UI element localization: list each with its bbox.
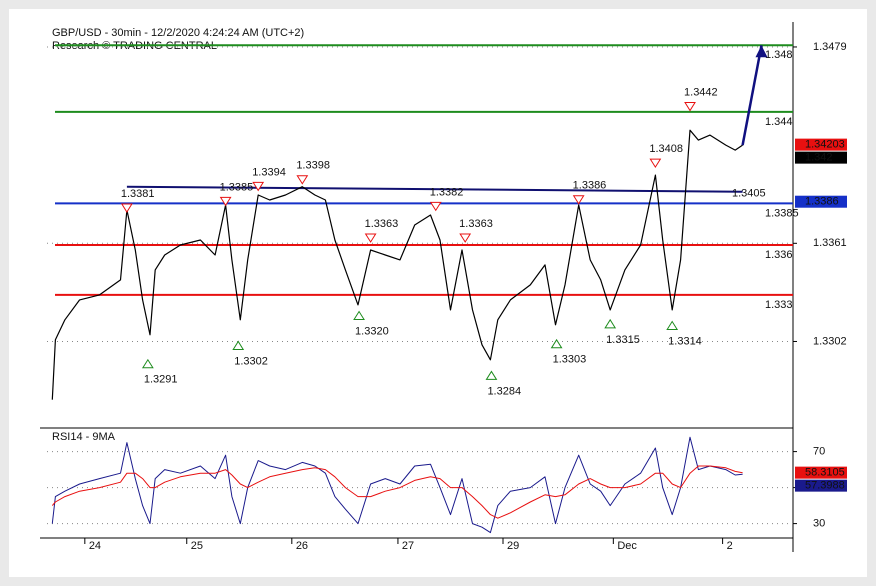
x-tick-label: Dec bbox=[617, 540, 637, 552]
high-marker bbox=[684, 102, 696, 112]
low-label: 1.3284 bbox=[487, 385, 521, 397]
level-label: 1.348 bbox=[765, 49, 793, 61]
price-line bbox=[51, 129, 743, 400]
chart-title: GBP/USD - 30min - 12/2/2020 4:24:24 AM (… bbox=[52, 27, 304, 39]
low-label: 1.3303 bbox=[553, 354, 587, 366]
y-tick-label: 1.3479 bbox=[813, 41, 847, 53]
x-tick-label: 27 bbox=[402, 540, 414, 552]
y-tick-label: 30 bbox=[813, 518, 825, 530]
high-marker bbox=[296, 175, 309, 185]
series-line bbox=[51, 465, 743, 519]
high-marker bbox=[459, 233, 472, 243]
value-marker-label: 58.3105 bbox=[805, 467, 845, 479]
series-line bbox=[51, 436, 743, 534]
level-label: 1.336 bbox=[765, 249, 793, 261]
low-label: 1.3291 bbox=[144, 374, 178, 386]
high-label: 1.3442 bbox=[684, 86, 718, 98]
value-marker bbox=[795, 479, 847, 492]
value-marker bbox=[795, 151, 847, 164]
high-marker bbox=[649, 158, 662, 169]
value-marker-label: 57.3988 bbox=[805, 480, 845, 492]
low-label: 1.3320 bbox=[355, 325, 389, 337]
arrow-head bbox=[755, 45, 768, 58]
level-label: 1.344 bbox=[765, 116, 793, 128]
low-marker bbox=[232, 340, 245, 350]
low-marker bbox=[485, 370, 498, 380]
x-tick-label: 24 bbox=[89, 540, 101, 552]
high-marker bbox=[252, 181, 265, 192]
x-tick-label: 29 bbox=[507, 540, 519, 552]
panel bbox=[9, 9, 867, 577]
y-tick-label: 1.3361 bbox=[813, 237, 847, 249]
low-label: 1.3315 bbox=[606, 334, 640, 346]
low-marker bbox=[141, 358, 154, 369]
high-marker bbox=[364, 233, 377, 243]
high-label: 1.3363 bbox=[459, 218, 493, 230]
high-label: 1.3381 bbox=[121, 188, 155, 200]
trend-line bbox=[126, 185, 743, 193]
low-marker bbox=[550, 338, 563, 349]
high-label: 1.3398 bbox=[296, 160, 330, 172]
high-label: 1.3386 bbox=[573, 180, 607, 192]
low-marker bbox=[666, 320, 679, 331]
high-marker bbox=[572, 195, 585, 205]
high-label: 1.3382 bbox=[430, 186, 464, 198]
value-marker bbox=[795, 195, 847, 208]
y-tick-label: 70 bbox=[813, 446, 825, 458]
high-label: 1.3394 bbox=[252, 166, 286, 178]
x-tick-label: 26 bbox=[296, 540, 308, 552]
y-tick-label: 1.3302 bbox=[813, 335, 847, 347]
x-tick-label: 25 bbox=[191, 540, 203, 552]
level-label: 1.3385 bbox=[765, 207, 799, 219]
value-marker bbox=[795, 466, 847, 479]
high-marker bbox=[429, 201, 442, 212]
level-label: 1.333 bbox=[765, 299, 793, 311]
low-marker bbox=[604, 318, 617, 329]
low-label: 1.3314 bbox=[668, 335, 702, 347]
high-label: 1.3408 bbox=[649, 143, 683, 155]
value-marker-label: 1.342 bbox=[805, 152, 833, 164]
value-marker-label: 1.3386 bbox=[805, 196, 839, 208]
low-label: 1.3302 bbox=[234, 355, 268, 367]
projection-arrow bbox=[741, 45, 763, 146]
value-marker bbox=[795, 138, 847, 151]
high-marker bbox=[219, 196, 232, 207]
value-marker-label: 1.34203 bbox=[805, 139, 845, 151]
indicator-title: RSI14 - 9MA bbox=[52, 431, 116, 443]
x-tick-label: 2 bbox=[727, 540, 733, 552]
high-label: 1.3385 bbox=[220, 181, 254, 193]
high-marker bbox=[120, 203, 133, 213]
high-label: 1.3363 bbox=[365, 218, 399, 230]
trend-label: 1.3405 bbox=[732, 188, 766, 200]
low-marker bbox=[353, 310, 365, 321]
